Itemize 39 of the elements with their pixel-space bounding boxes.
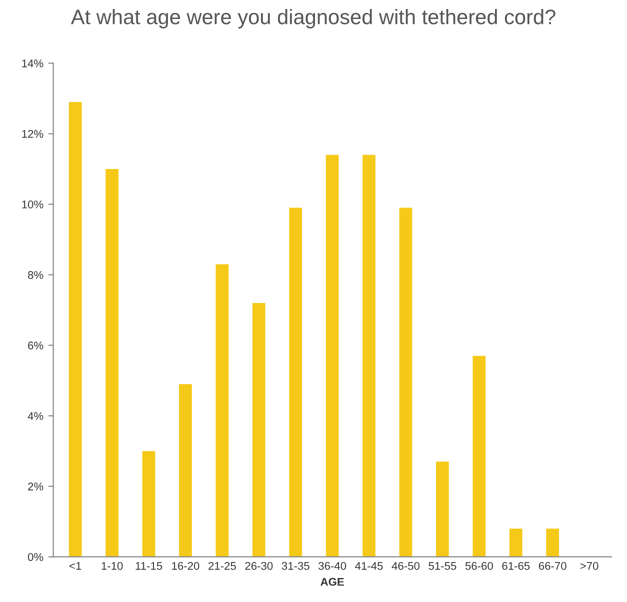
x-tick-label: 36-40: [318, 562, 346, 570]
x-tick-label: >70: [580, 562, 598, 570]
x-tick-label: 1-10: [102, 562, 123, 570]
x-tick-label: 21-25: [208, 562, 236, 570]
y-tick-label: 10%: [22, 200, 44, 208]
bar: [546, 528, 560, 557]
x-tick-label: 61-65: [502, 562, 530, 570]
bar: [216, 264, 229, 557]
y-tick-label: 4%: [28, 412, 44, 420]
y-tick-label: 2%: [28, 482, 44, 490]
x-tick-label: 31-35: [282, 562, 310, 570]
bar: [68, 102, 82, 557]
x-tick-label: <1: [70, 562, 82, 570]
x-tick-label: 46-50: [392, 562, 420, 570]
x-tick-label: 26-30: [245, 562, 273, 570]
x-tick-label: 66-70: [538, 562, 566, 570]
bar: [326, 154, 339, 557]
x-tick-label: 16-20: [172, 562, 200, 570]
bar: [436, 462, 449, 557]
y-tick-label: 14%: [22, 60, 44, 68]
x-tick-label: 41-45: [355, 562, 383, 570]
bar: [472, 356, 486, 557]
y-tick-label: 8%: [28, 271, 44, 279]
bar: [106, 168, 118, 557]
x-axis-title: AGE: [320, 578, 344, 586]
y-tick-label: 12%: [22, 130, 44, 138]
y-tick-label: 0%: [28, 553, 44, 561]
bar: [362, 154, 376, 557]
x-tick-label: 51-55: [428, 562, 456, 570]
chart-title: At what age were you diagnosed with tethered cord?: [70, 9, 556, 28]
x-tick-label: 56-60: [465, 562, 493, 570]
bar: [399, 208, 412, 557]
bar: [289, 208, 302, 557]
bar: [142, 451, 156, 557]
bar: [179, 384, 192, 557]
bar: [509, 528, 522, 557]
y-tick-label: 6%: [28, 342, 44, 350]
x-tick-label: 11-15: [136, 562, 162, 570]
bar: [252, 302, 266, 557]
